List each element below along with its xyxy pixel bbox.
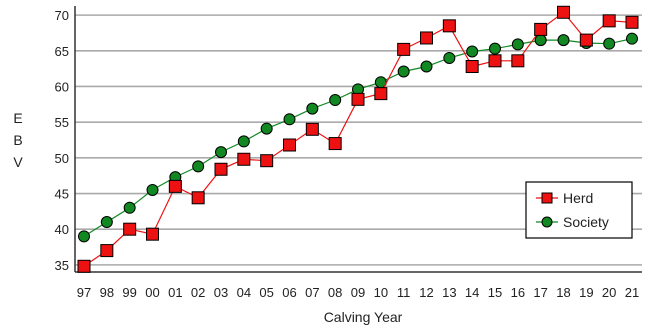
society-point-07 [306,102,319,115]
society-point-13 [443,51,456,64]
society-point-15 [489,42,501,55]
y-tick-labels: 35 40 45 50 55 60 65 70 [55,8,69,273]
society-point-06 [283,113,296,126]
herd-point-97 [77,259,91,273]
x-tick-04: 04 [237,285,251,300]
x-tick-15: 15 [488,285,502,300]
society-point-99 [123,201,136,214]
society-point-98 [100,216,113,229]
society-point-04 [237,135,250,148]
society-point-97 [78,230,90,243]
x-tick-11: 11 [397,285,411,300]
x-tick-19: 19 [579,285,593,300]
x-tick-17: 17 [533,285,547,300]
y-tick-50: 50 [55,151,69,166]
society-point-02 [192,160,205,173]
herd-point-20 [602,14,616,28]
herd-point-17 [534,22,548,36]
herd-point-12 [420,31,433,45]
herd-point-03 [214,162,228,176]
herd-point-19 [579,33,593,47]
herd-point-13 [442,19,456,33]
herd-point-01 [168,179,182,193]
society-point-16 [511,38,524,51]
society-point-17 [534,34,547,47]
herd-point-14 [465,60,479,74]
herd-point-99 [123,222,137,236]
legend-society-label: Society [563,214,609,230]
society-point-18 [557,34,570,47]
x-tick-16: 16 [511,285,525,300]
x-tick-00: 00 [145,285,159,300]
herd-point-10 [374,87,388,101]
x-tick-21: 21 [625,285,639,300]
y-tick-40: 40 [55,222,69,237]
legend-herd-label: Herd [563,190,593,206]
herd-point-21 [625,15,639,29]
x-tick-08: 08 [328,285,342,300]
legend-box [525,181,633,239]
x-tick-10: 10 [374,285,388,300]
series-society [78,32,638,243]
society-point-12 [420,60,433,73]
herd-point-09 [351,92,365,106]
herd-point-00 [146,227,159,241]
x-tick-20: 20 [602,285,616,300]
x-tick-12: 12 [419,285,433,300]
y-tick-60: 60 [55,79,69,94]
y-tick-55: 55 [55,115,69,130]
x-tick-06: 06 [282,285,296,300]
y-axis-title-letter-e: E [13,110,22,126]
herd-point-04 [237,152,251,166]
legend-item-herd: Herd [536,190,593,206]
y-axis-title-letter-v: V [13,154,23,170]
x-tick-labels: 97 98 99 00 01 02 03 04 05 06 07 08 09 10 11 12 13 14 15 16… [77,285,639,300]
x-tick-05: 05 [259,285,273,300]
x-tick-98: 98 [100,285,114,300]
herd-point-06 [283,138,296,152]
society-point-11 [397,65,410,78]
herd-point-18 [557,5,570,19]
x-axis-title: Calving Year [324,309,403,325]
y-tick-65: 65 [55,44,69,59]
x-tick-01: 01 [168,285,182,300]
x-tick-18: 18 [556,285,570,300]
x-tick-07: 07 [305,285,319,300]
herd-point-11 [397,42,411,56]
society-point-08 [329,94,342,107]
society-point-05 [260,122,273,135]
herd-point-08 [328,137,342,151]
society-point-03 [215,146,227,159]
society-point-21 [626,32,638,45]
x-tick-03: 03 [214,285,228,300]
y-tick-70: 70 [55,8,69,23]
herd-point-05 [260,154,274,168]
herd-point-02 [191,191,205,205]
axes [74,6,642,273]
x-tick-14: 14 [465,285,479,300]
x-tick-09: 09 [351,285,365,300]
legend-item-society: Society [536,214,609,230]
society-point-20 [603,37,616,50]
y-axis-title: EBV [13,110,23,170]
x-tick-99: 99 [122,285,136,300]
y-tick-45: 45 [55,187,69,202]
society-point-00 [146,183,159,196]
x-tick-13: 13 [442,285,456,300]
society-point-14 [466,45,479,58]
y-axis-title-letter-b: B [13,132,22,148]
x-tick-02: 02 [191,285,205,300]
herd-point-15 [488,54,502,68]
legend: Herd Society [525,181,633,239]
y-tick-35: 35 [55,258,69,273]
herd-point-98 [100,244,114,258]
legend-herd-marker [541,192,553,204]
legend-society-marker [541,216,553,228]
series-herd [77,5,639,273]
herd-point-16 [511,54,525,68]
x-tick-97: 97 [77,285,91,300]
herd-point-07 [305,122,319,136]
